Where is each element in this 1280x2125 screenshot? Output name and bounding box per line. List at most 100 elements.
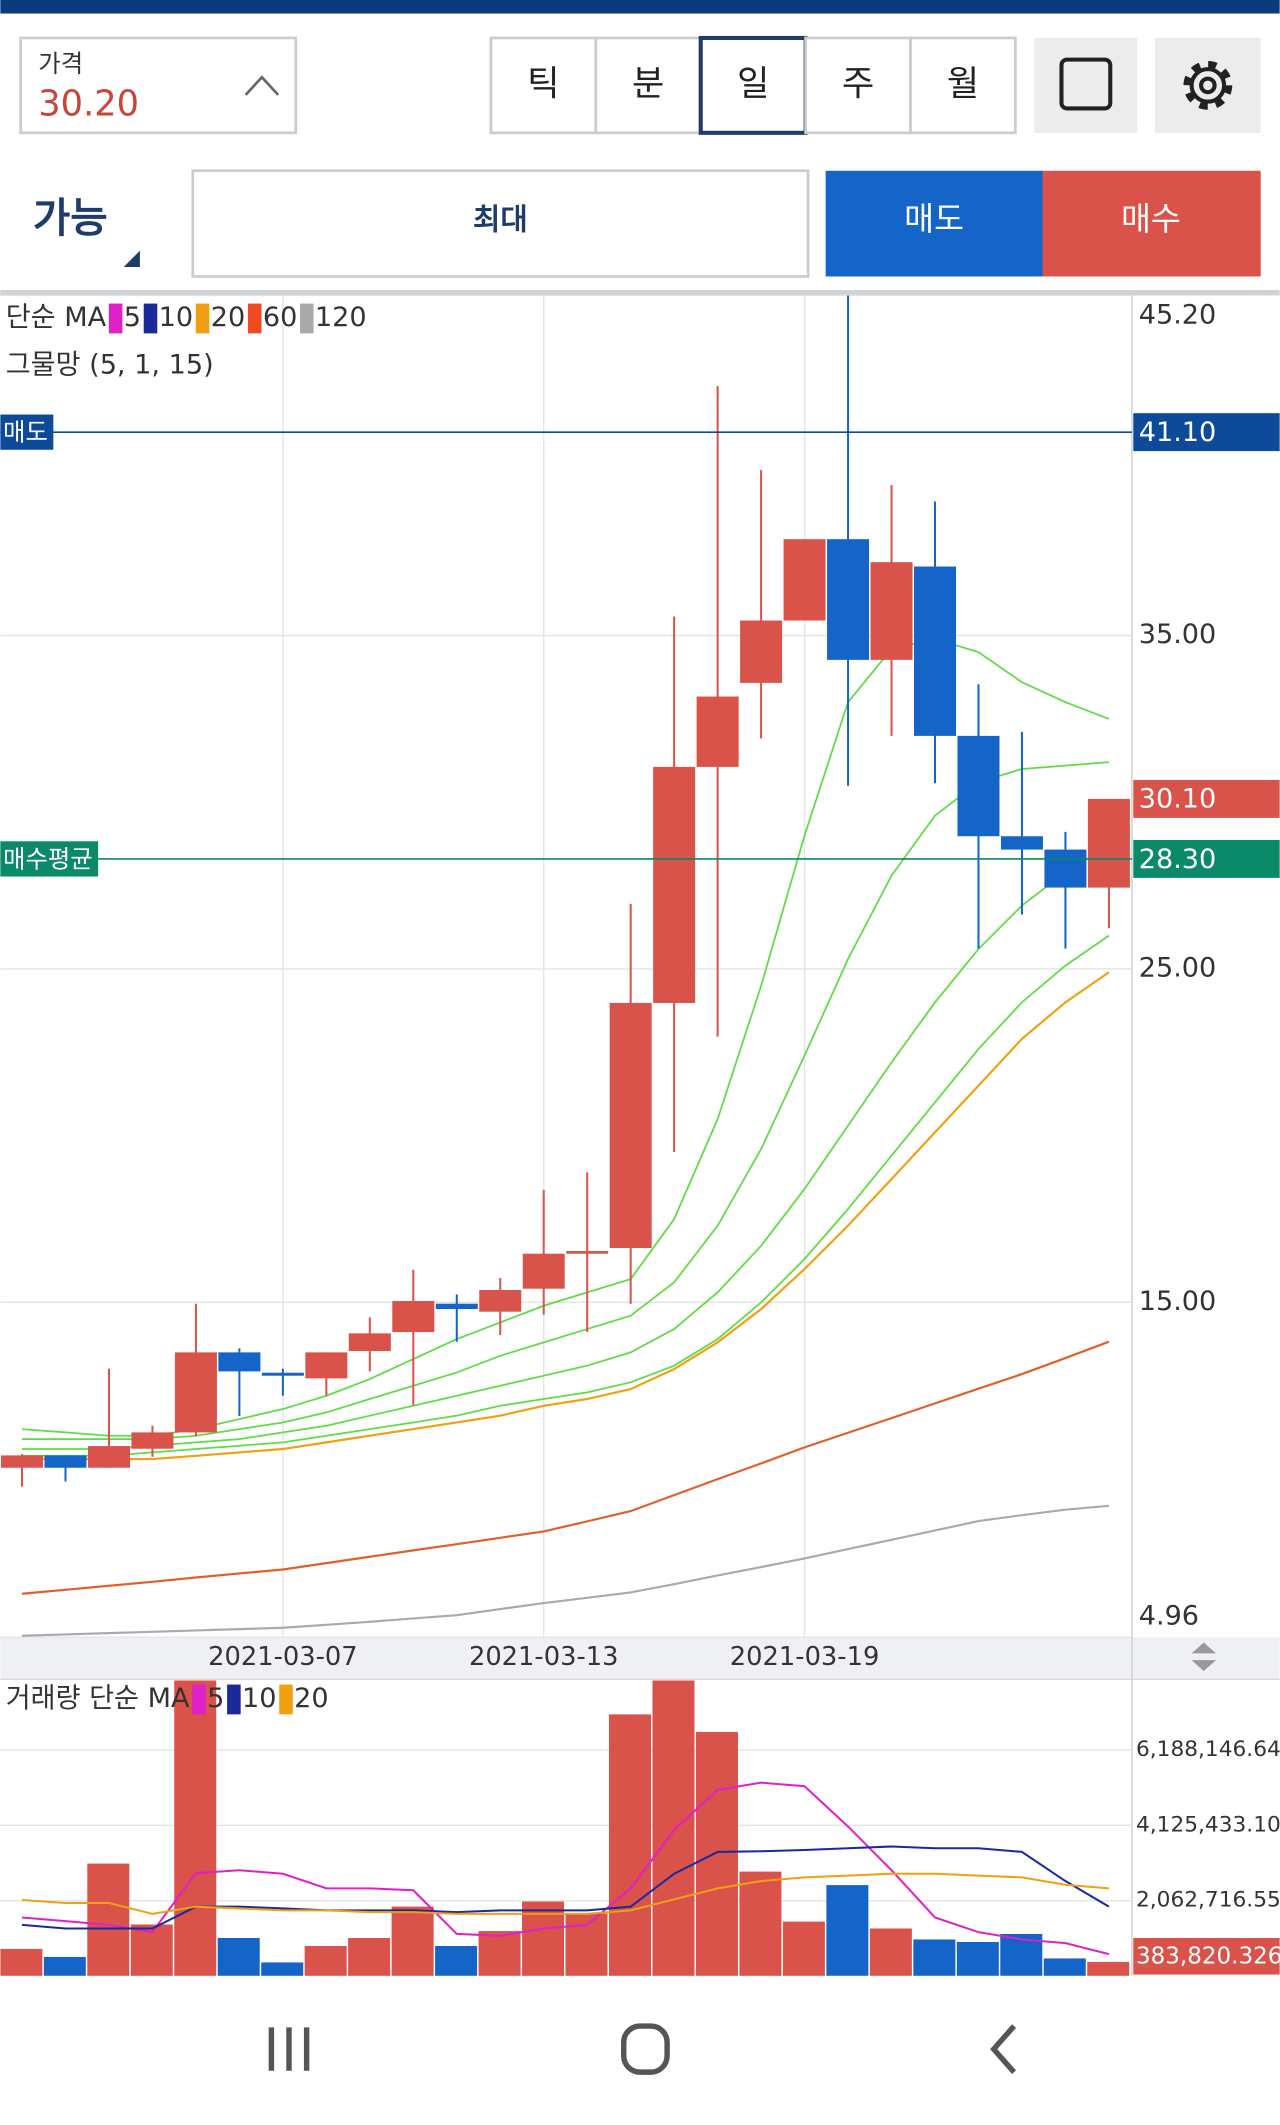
volume-bar: [435, 1946, 478, 1976]
net-line: [22, 844, 1110, 1450]
nav-back[interactable]: [990, 2024, 1017, 2074]
mode-label[interactable]: 가능: [33, 194, 108, 242]
legend-swatch: [300, 303, 314, 334]
candle-body: [131, 1432, 174, 1449]
tab[interactable]: [489, 36, 598, 135]
volume-bar: [304, 1946, 347, 1976]
nav-home[interactable]: [621, 2023, 670, 2075]
legend-label: 20: [211, 302, 245, 333]
net-line: [22, 761, 1109, 1440]
volume-bar: [217, 1937, 260, 1976]
legend-label: 10: [242, 1683, 276, 1714]
legend-title: 단순 MA: [6, 302, 107, 333]
gear-teeth: [1183, 60, 1233, 110]
x-tick-label: 2021-03-07: [208, 1642, 358, 1672]
resize-up[interactable]: [1191, 1642, 1216, 1654]
volume-bar: [565, 1913, 608, 1976]
chevron-up[interactable]: [244, 75, 280, 96]
candle-body: [696, 696, 739, 767]
legend-swatch: [192, 1684, 206, 1715]
level-badge: [0, 414, 54, 450]
tab[interactable]: [909, 36, 1017, 135]
gear-hole: [1199, 76, 1217, 95]
volume-bar: [522, 1901, 565, 1976]
y-tick-label: 4.96: [1139, 1600, 1199, 1631]
legend-label: 60: [263, 302, 297, 333]
candle-body: [435, 1303, 478, 1310]
level-label: 매도: [3, 417, 48, 446]
y-tick-label: 25.00: [1139, 952, 1217, 983]
y-tick-label: 35.00: [1139, 619, 1217, 650]
candle-body: [957, 735, 1000, 837]
price-label: 가격: [38, 49, 83, 78]
net-line: [22, 934, 1110, 1457]
volume-ma-line: [21, 1872, 1109, 1915]
volume-bar: [826, 1885, 869, 1976]
sell-label: 매도: [904, 200, 964, 238]
volume-bar: [478, 1931, 521, 1976]
level-value: 41.10: [1139, 417, 1217, 448]
legend-label: 5: [124, 302, 141, 333]
candle-body: [87, 1446, 130, 1468]
status-bar: [0, 0, 1280, 14]
volume-bar: [1087, 1961, 1130, 1976]
candle-body: [827, 539, 870, 660]
candle-body: [348, 1333, 391, 1352]
volume-bar: [739, 1871, 782, 1976]
sell-button[interactable]: [825, 170, 1043, 277]
candle-body: [914, 566, 957, 736]
x-tick-label: 2021-03-13: [469, 1642, 619, 1672]
tab-label: 주: [842, 63, 874, 104]
nav-recent[interactable]: [268, 2027, 310, 2071]
legend-label: 10: [159, 302, 193, 333]
tab-label: 분: [632, 63, 664, 104]
ma-line: [22, 971, 1110, 1461]
y-tick-label: 2,062,716.551: [1136, 1888, 1280, 1913]
buy-button[interactable]: [1042, 170, 1261, 277]
legend-label: 20: [294, 1683, 328, 1714]
y-tick-label: 4,125,433.102: [1136, 1812, 1280, 1837]
layout-button[interactable]: [1034, 37, 1138, 133]
quantity-box[interactable]: [191, 169, 810, 278]
tab[interactable]: [594, 36, 703, 135]
level-badge: [0, 841, 99, 877]
mode-dropdown[interactable]: [123, 250, 140, 267]
last-volume-label: 383,820.326: [1136, 1943, 1280, 1969]
volume-bar: [87, 1863, 130, 1976]
candle-body: [566, 1251, 609, 1254]
ma-line: [21, 1340, 1110, 1595]
legend-swatch: [279, 1684, 293, 1715]
plot: 45.20 35.00 25.00 15.00 4.96 2021-03-07 2021-0…: [0, 294, 1280, 1976]
resize-down[interactable]: [1191, 1660, 1216, 1671]
volume-bar: [956, 1942, 999, 1976]
legend-title: 거래량 단순 MA: [6, 1683, 190, 1714]
x-tick-label: 2021-03-19: [730, 1642, 880, 1672]
volume-bar: [174, 1680, 217, 1976]
candle-body: [783, 539, 826, 621]
legend-swatch: [195, 303, 210, 334]
legend-swatch: [227, 1684, 241, 1715]
candle-body: [1087, 798, 1130, 888]
candle-body: [392, 1301, 435, 1333]
price-value: 30.20: [38, 84, 139, 125]
tab-label: 월: [947, 63, 979, 104]
price-box[interactable]: [19, 36, 298, 135]
level-label: 매수평균: [3, 844, 93, 873]
tab-label: 일: [737, 63, 769, 104]
candle-body: [522, 1253, 565, 1289]
tab[interactable]: [698, 35, 808, 135]
volume-bar: [608, 1714, 652, 1976]
volume-bar: [1043, 1958, 1086, 1976]
candle-body: [174, 1352, 217, 1433]
y-tick-label: 45.20: [1139, 299, 1217, 330]
legend-swatch: [108, 303, 123, 334]
candle-body: [1, 1455, 44, 1468]
candle-body: [261, 1372, 304, 1376]
candle-body: [1000, 836, 1043, 850]
quantity-label: 최대: [473, 202, 528, 237]
candle-body: [305, 1352, 348, 1379]
volume-bar: [391, 1906, 434, 1976]
volume-bar: [695, 1731, 738, 1976]
